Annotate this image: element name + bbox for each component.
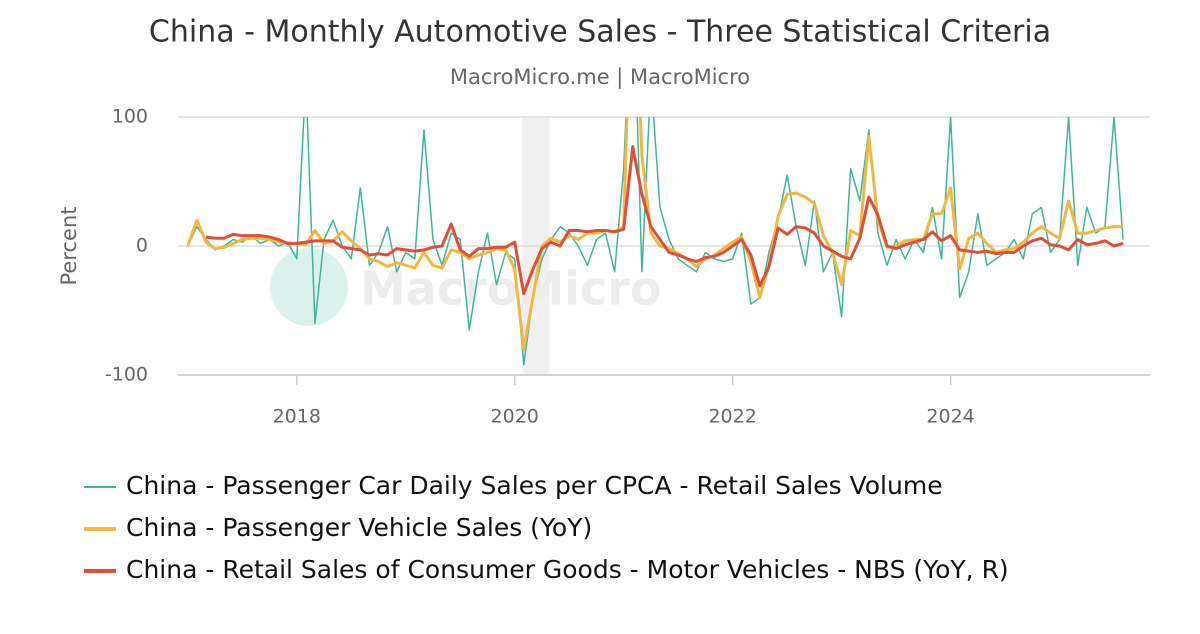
legend-label: China - Passenger Vehicle Sales (YoY) xyxy=(126,513,592,542)
x-tick-label: 2018 xyxy=(273,406,321,428)
series-line xyxy=(205,145,1124,296)
y-axis-label: Percent xyxy=(57,206,81,285)
y-tick-label: 0 xyxy=(136,235,148,257)
chart-subtitle: MacroMicro.me | MacroMicro xyxy=(450,65,750,90)
watermark-logo xyxy=(270,248,348,326)
x-tick-label: 2020 xyxy=(491,406,539,428)
legend-label: China - Passenger Car Daily Sales per CP… xyxy=(126,471,943,500)
x-tick-label: 2022 xyxy=(708,406,756,428)
x-tick-label: 2024 xyxy=(926,406,974,428)
chart-title: China - Monthly Automotive Sales - Three… xyxy=(149,15,1051,50)
watermark: MacroMicro xyxy=(270,248,661,326)
watermark-text: MacroMicro xyxy=(360,262,661,316)
legend-label: China - Retail Sales of Consumer Goods -… xyxy=(126,555,1009,584)
y-tick-label: 100 xyxy=(112,106,148,128)
plot-area xyxy=(186,117,1124,366)
y-tick-label: -100 xyxy=(105,364,148,386)
series-line xyxy=(186,117,1124,351)
